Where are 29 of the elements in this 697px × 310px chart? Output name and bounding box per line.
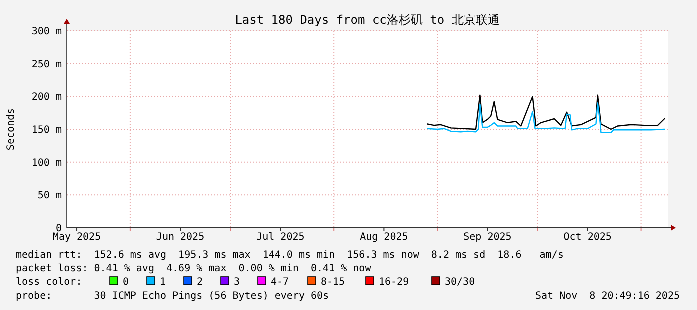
x-tick-label: May 2025 [52, 232, 102, 243]
x-tick-label: Jun 2025 [156, 232, 205, 243]
legend-label: 8-15 [321, 277, 346, 288]
chart-title: Last 180 Days from cc洛杉矶 to 北京联通 [235, 13, 500, 27]
x-tick-label: Jul 2025 [256, 232, 305, 243]
x-tick-label: Sep 2025 [464, 232, 512, 243]
x-tick-label: Oct 2025 [564, 232, 612, 243]
y-tick-label: 100 m [32, 158, 62, 169]
legend-label: 16-29 [379, 277, 410, 288]
y-tick-label: 150 m [32, 125, 62, 136]
line-series [427, 94, 666, 130]
y-tick-label: 250 m [32, 59, 62, 70]
legend-label: 4-7 [271, 277, 290, 288]
legend-label: 0 [123, 277, 130, 288]
text: packet loss: 0.41 % avg 4.69 % max 0.00 % min 0.41 % now [16, 264, 372, 274]
x-tick-label: Aug 2025 [360, 232, 408, 243]
legend-title: loss color: [16, 277, 82, 288]
legend-label: 2 [197, 277, 204, 288]
y-tick-label: 300 m [32, 26, 62, 38]
y-tick-label: 50 m [38, 190, 62, 202]
y-axis-title: Seconds [6, 108, 17, 151]
text: median rtt: 152.6 ms avg 195.3 ms max 144.0 ms min 156.3 ms now 8.2 ms sd 18.6 am/s [16, 250, 564, 261]
legend-label: 30/30 [445, 277, 476, 288]
legend-label: 1 [160, 277, 166, 288]
text: probe: 30 ICMP Echo Pings (56 Bytes) every 60s [16, 291, 330, 302]
line-series [427, 102, 666, 134]
y-tick-label: 200 m [32, 92, 62, 104]
text: Sat Nov 8 20:49:16 2025 [536, 291, 680, 302]
legend-label: 3 [234, 277, 240, 288]
